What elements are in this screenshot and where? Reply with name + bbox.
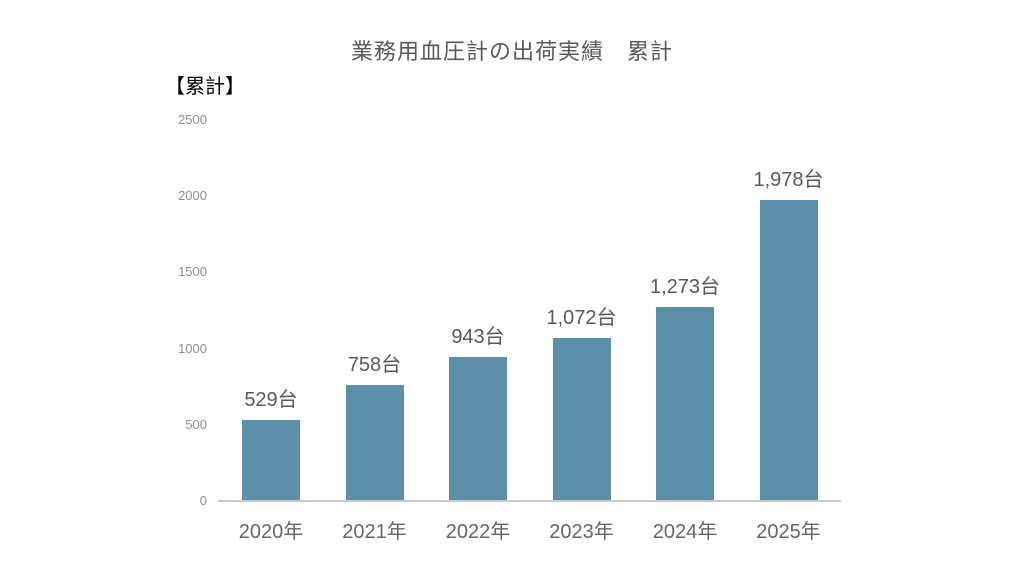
bar-value-label: 1,072台 (546, 306, 617, 329)
bar (552, 337, 611, 501)
y-tick-label: 1500 (178, 264, 207, 280)
bar (656, 306, 714, 501)
x-category-label: 2025年 (756, 521, 821, 543)
y-tick-label: 2000 (178, 188, 207, 204)
x-category-label: 2022年 (445, 521, 511, 543)
x-axis-line (218, 500, 841, 502)
y-tick-label: 500 (185, 416, 207, 432)
bar-value-label: 758台 (347, 354, 402, 377)
bar (345, 385, 404, 501)
bar-value-label: 1,273台 (649, 275, 721, 298)
y-tick-label: 0 (199, 493, 207, 508)
bar-value-label: 943台 (451, 326, 505, 349)
y-tick-label: 2500 (178, 112, 207, 127)
y-axis-title: 【累計】 (165, 76, 245, 98)
bar-value-label: 529台 (244, 389, 298, 412)
y-tick-label: 1000 (178, 340, 207, 356)
bar (242, 420, 300, 501)
x-category-label: 2021年 (342, 521, 407, 543)
chart-title: 業務用血圧計の出荷実績 累計 (350, 39, 673, 64)
x-category-label: 2020年 (238, 521, 304, 543)
x-category-label: 2024年 (652, 521, 718, 543)
x-category-label: 2023年 (549, 521, 614, 543)
bar (449, 357, 507, 501)
bar (759, 199, 818, 501)
bar-value-label: 1,978台 (753, 168, 824, 191)
